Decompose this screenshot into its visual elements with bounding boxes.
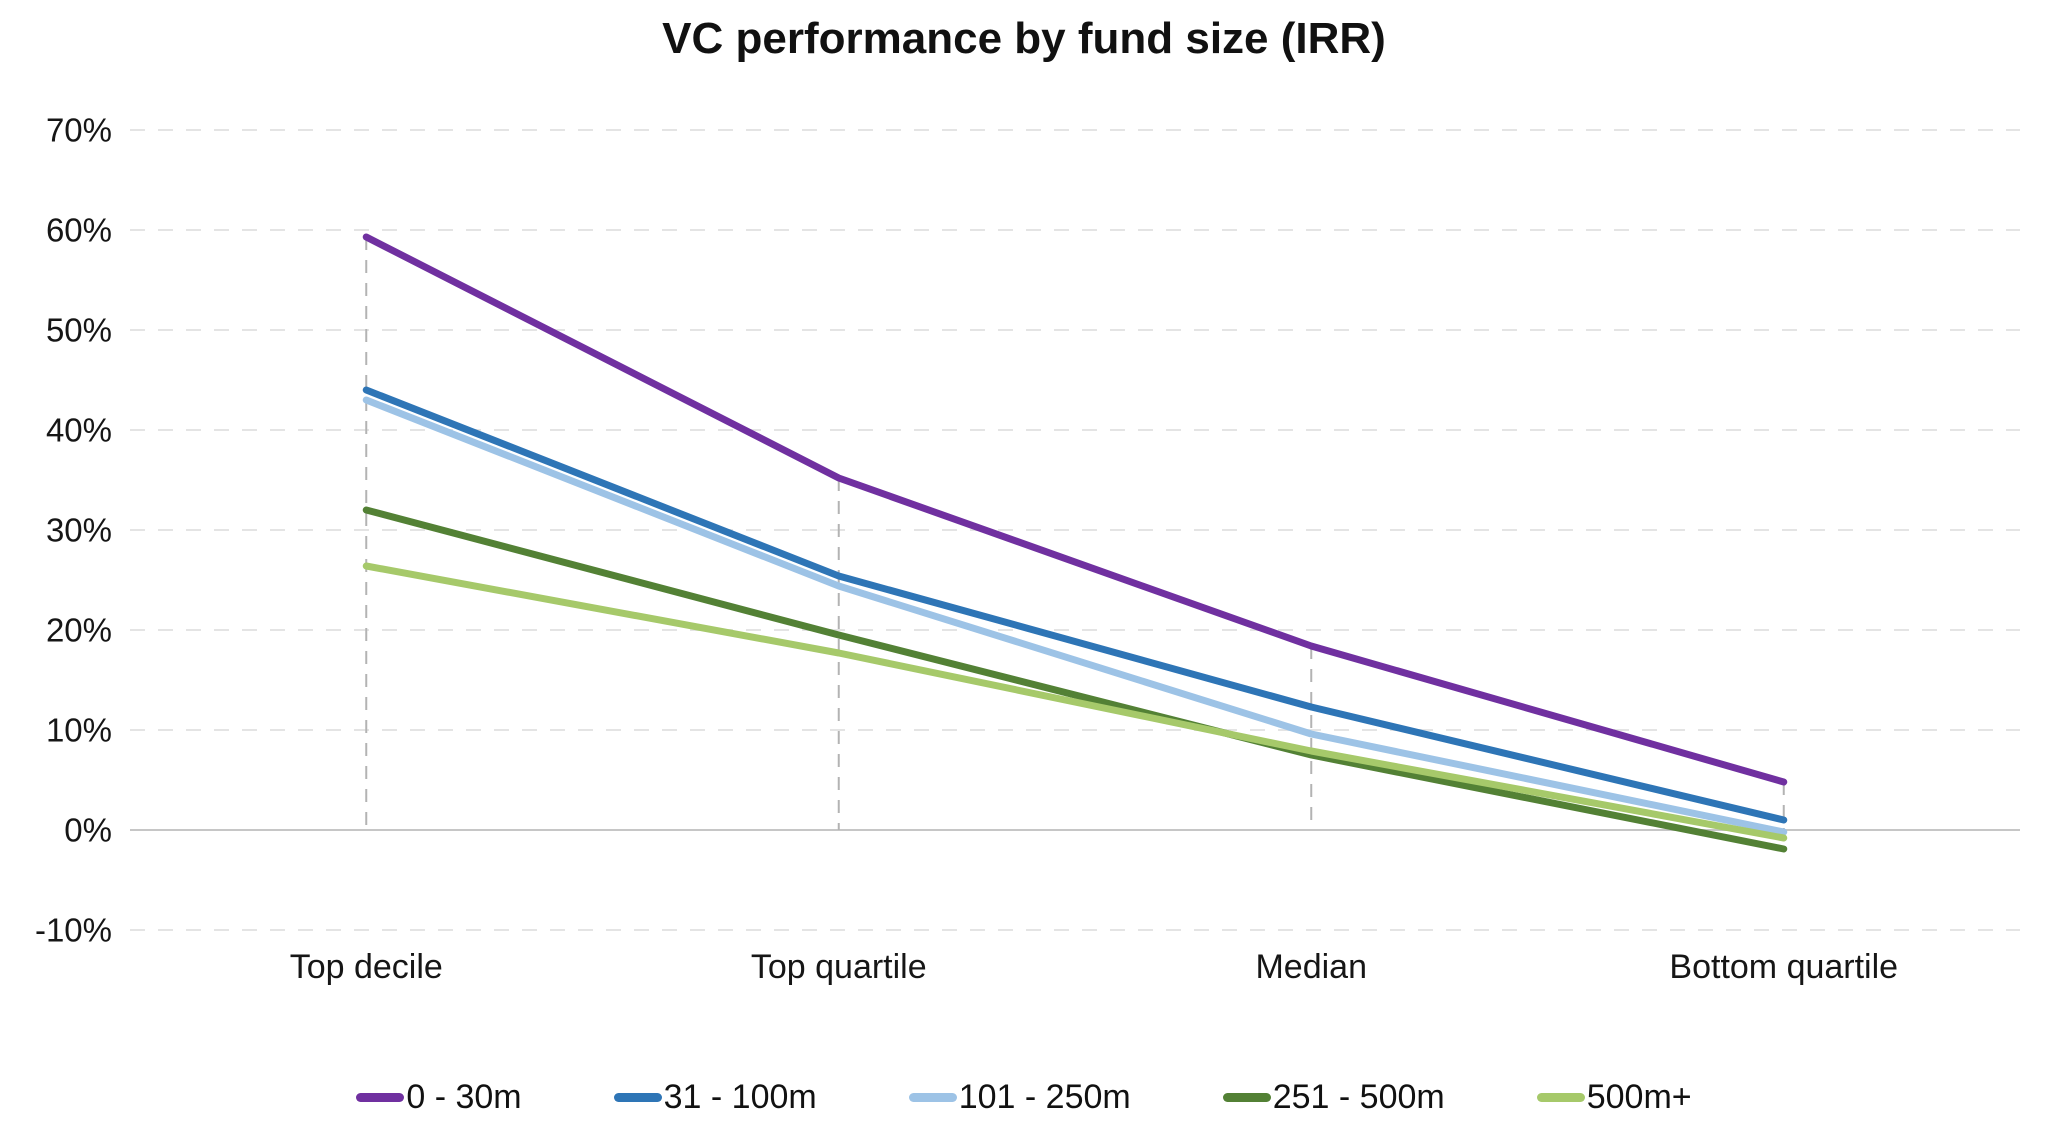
chart-title: VC performance by fund size (IRR)	[662, 14, 1386, 63]
legend-swatch	[1222, 1093, 1271, 1102]
legend-item: 31 - 100m	[613, 1078, 817, 1117]
y-tick-label: 50%	[46, 312, 112, 349]
legend-swatch	[1536, 1093, 1585, 1102]
x-category-label: Median	[1255, 948, 1367, 986]
legend: 0 - 30m 31 - 100m 101 - 250m 251 - 500m 500m…	[0, 1078, 2048, 1117]
legend-item: 0 - 30m	[356, 1078, 522, 1117]
legend-swatch	[356, 1093, 405, 1102]
y-tick-label: 40%	[46, 412, 112, 449]
series-line-31-100m	[362, 386, 1788, 824]
series-line-500m+	[362, 562, 1788, 842]
series-line-101-250m	[362, 396, 1788, 836]
legend-swatch	[908, 1093, 957, 1102]
x-category-label: Top quartile	[751, 948, 927, 986]
legend-label: 251 - 500m	[1272, 1078, 1445, 1116]
legend-item: 500m+	[1536, 1078, 1692, 1117]
y-tick-label: 10%	[46, 712, 112, 749]
y-tick-label: 0%	[64, 812, 112, 849]
legend-label: 101 - 250m	[958, 1078, 1131, 1116]
legend-item: 251 - 500m	[1222, 1078, 1445, 1117]
y-tick-label: -10%	[35, 912, 112, 949]
y-tick-label: 20%	[46, 612, 112, 649]
x-category-label: Bottom quartile	[1669, 948, 1898, 986]
legend-label: 0 - 30m	[406, 1078, 522, 1116]
legend-label: 31 - 100m	[663, 1078, 817, 1116]
x-category-label: Top decile	[290, 948, 443, 986]
y-tick-label: 70%	[46, 112, 112, 149]
y-tick-label: 30%	[46, 512, 112, 549]
series-line-0-30m	[362, 233, 1788, 786]
y-tick-label: 60%	[46, 212, 112, 249]
legend-label: 500m+	[1586, 1078, 1692, 1116]
legend-swatch	[613, 1093, 662, 1102]
series-line-251-500m	[362, 506, 1788, 853]
legend-item: 101 - 250m	[908, 1078, 1131, 1117]
